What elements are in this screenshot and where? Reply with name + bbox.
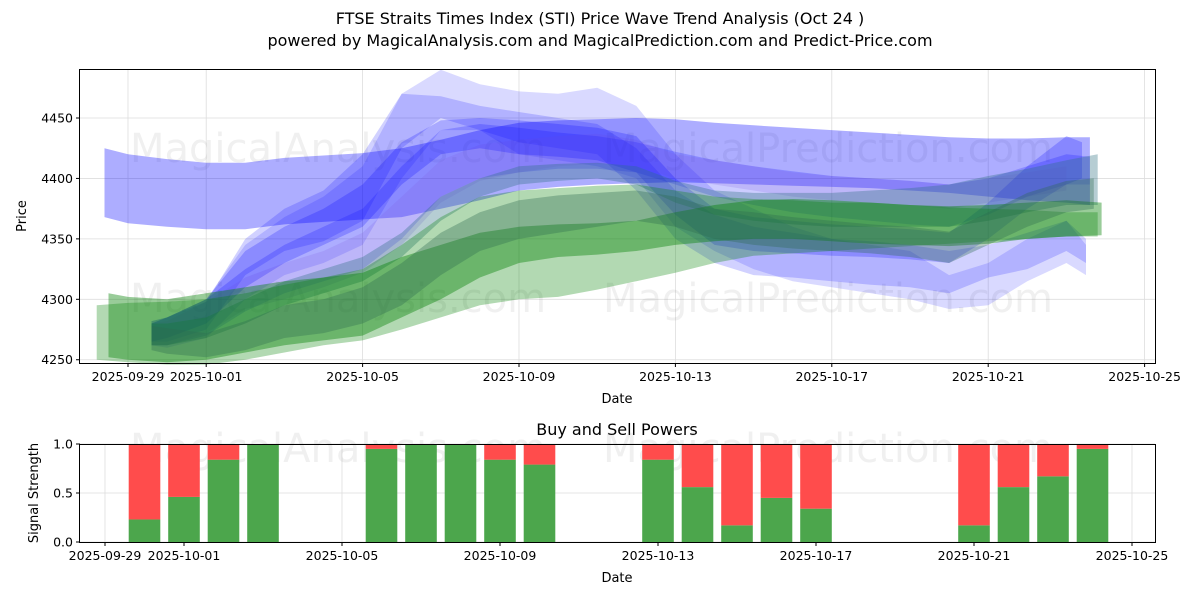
y-tick-label: 4300: [41, 292, 73, 307]
y-tick-label: 0.0: [53, 535, 73, 550]
x-tick-label: 2025-10-09: [464, 548, 537, 563]
x-tick-label: 2025-10-13: [639, 369, 712, 384]
price-band-teal-band: [151, 154, 1098, 346]
sell-bar: [1037, 444, 1069, 477]
price-band-green-core: [108, 199, 1102, 363]
y-tick-label: 4250: [41, 352, 73, 367]
buy-bar: [642, 459, 674, 542]
y-tick-label: 0.5: [53, 486, 73, 501]
buy-bar: [405, 444, 437, 542]
price-band-blue-peak-2: [151, 93, 1086, 342]
signal-x-ticks: 2025-09-29 2025-10-01 2025-10-05 2025-10-09…: [69, 542, 1169, 563]
buy-bar: [365, 448, 398, 542]
x-tick-label: 2025-10-25: [1108, 369, 1181, 384]
signal-chart: Buy and Sell Powers MagicalAnalysis.com …: [27, 420, 1168, 586]
x-tick-label: 2025-10-01: [148, 548, 221, 563]
buy-bar: [760, 497, 793, 542]
buy-bar: [484, 459, 516, 542]
price-axes-frame: [79, 69, 1156, 364]
buy-bar: [128, 519, 161, 542]
buy-bar: [247, 444, 279, 542]
sell-bar: [484, 444, 516, 460]
sell-bar: [1076, 444, 1109, 449]
chart-title: FTSE Straits Times Index (STI) Price Wav…: [335, 9, 865, 28]
sell-bar: [800, 444, 832, 509]
price-band-blue-mid-1: [151, 124, 1090, 346]
sell-bar: [207, 444, 240, 460]
sell-bar: [523, 444, 556, 465]
sell-bar: [997, 444, 1030, 488]
signal-chart-title: Buy and Sell Powers: [536, 420, 698, 439]
x-tick-label: 2025-10-09: [483, 369, 556, 384]
watermark: MagicalPrediction.com: [603, 276, 1053, 322]
price-band-green-dark: [151, 178, 1094, 358]
watermark: MagicalAnalysis.com: [130, 276, 546, 322]
signal-y-axis-label: Signal Strength: [27, 443, 42, 543]
price-grid: [80, 70, 1155, 363]
x-tick-label: 2025-10-21: [952, 369, 1025, 384]
sell-bar: [642, 444, 674, 460]
x-tick-label: 2025-10-17: [780, 548, 853, 563]
x-tick-label: 2025-09-29: [69, 548, 142, 563]
buy-bar: [800, 508, 832, 542]
price-x-axis-label: Date: [601, 392, 632, 407]
sell-bar: [958, 444, 990, 526]
sell-bar: [721, 444, 753, 526]
price-y-axis-label: Price: [15, 200, 30, 232]
x-tick-label: 2025-10-13: [622, 548, 695, 563]
buy-bar: [721, 525, 753, 542]
signal-y-ticks: 0.0 0.5 1.0: [53, 437, 80, 550]
sell-bar: [168, 444, 200, 497]
x-tick-label: 2025-10-17: [795, 369, 868, 384]
buy-bar: [997, 487, 1030, 542]
price-band-blue-peak-1: [151, 69, 1086, 348]
signal-x-axis-label: Date: [601, 571, 632, 586]
buy-bar: [207, 459, 240, 542]
y-tick-label: 1.0: [53, 437, 73, 452]
x-tick-label: 2025-10-21: [938, 548, 1011, 563]
buy-bar: [958, 525, 990, 542]
watermark: MagicalPrediction.com: [603, 126, 1053, 172]
buy-bar: [1037, 476, 1069, 542]
sell-bar: [681, 444, 714, 488]
price-watermarks: MagicalAnalysis.com MagicalPrediction.co…: [130, 126, 1053, 322]
buy-bar: [168, 496, 200, 542]
sell-bar: [128, 444, 161, 520]
sell-bar: [760, 444, 793, 498]
buy-bar: [681, 487, 714, 542]
x-tick-label: 2025-10-05: [326, 369, 399, 384]
y-tick-label: 4400: [41, 171, 73, 186]
buy-bar: [1076, 448, 1109, 542]
x-tick-label: 2025-10-25: [1096, 548, 1169, 563]
y-tick-label: 4450: [41, 111, 73, 126]
y-tick-label: 4350: [41, 231, 73, 246]
price-x-ticks: 2025-09-29 2025-10-01 2025-10-05 2025-10-09…: [92, 363, 1181, 384]
buy-bar: [444, 444, 477, 542]
sell-bar: [365, 444, 398, 449]
buy-bar: [523, 464, 556, 542]
price-band-blue-drop: [151, 118, 1082, 342]
x-tick-label: 2025-10-01: [170, 369, 243, 384]
x-tick-label: 2025-09-29: [92, 369, 165, 384]
watermark: MagicalAnalysis.com: [130, 126, 546, 172]
x-tick-label: 2025-10-05: [306, 548, 379, 563]
price-chart: MagicalAnalysis.com MagicalPrediction.co…: [15, 69, 1181, 407]
price-bands: [96, 69, 1102, 365]
price-y-ticks: 4250 4300 4350 4400 4450: [41, 111, 80, 367]
signal-bars: [128, 444, 1109, 542]
price-band-green-wide: [96, 184, 1098, 365]
price-band-blue-purple: [151, 133, 1067, 346]
price-band-blue-wide-top: [104, 118, 1090, 230]
chart-subtitle: powered by MagicalAnalysis.com and Magic…: [267, 31, 933, 50]
